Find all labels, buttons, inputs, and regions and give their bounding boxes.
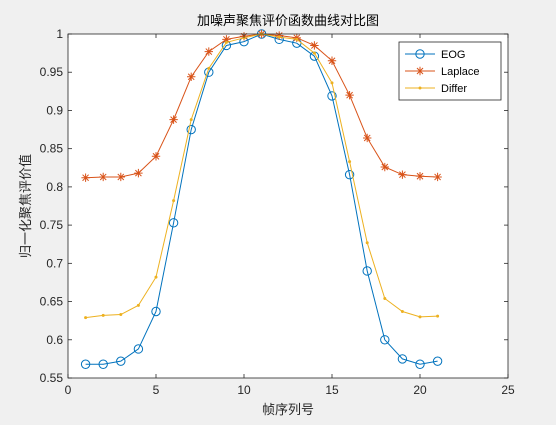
data-point-laplace <box>380 162 389 172</box>
data-point-laplace <box>292 33 301 43</box>
legend-marker-laplace <box>415 66 425 76</box>
y-tick-label: 0.9 <box>46 103 63 117</box>
x-tick-label: 5 <box>153 383 160 397</box>
data-point-laplace <box>345 90 354 100</box>
data-point-laplace <box>134 168 143 178</box>
data-point-eog <box>116 356 126 366</box>
legend-label-differ: Differ <box>441 83 467 95</box>
legend-label-eog: EOG <box>441 49 465 61</box>
data-point-differ <box>330 81 334 85</box>
data-point-eog <box>415 359 425 369</box>
legend-label-laplace: Laplace <box>441 66 480 78</box>
data-point-differ <box>189 118 193 122</box>
data-point-eog <box>98 359 108 369</box>
data-point-differ <box>383 296 387 300</box>
y-axis-label: 归一化聚焦评价值 <box>18 154 34 258</box>
data-point-differ <box>312 51 316 55</box>
ticks-layer: 0 5 10 15 20 25 0.55 0.6 0.65 0.7 0.75 0.8 0.85 0.9 0.… <box>40 27 515 397</box>
x-axis-label: 帧序列号 <box>262 403 314 418</box>
data-point-laplace <box>81 173 90 182</box>
data-point-eog <box>168 218 179 228</box>
data-point-laplace <box>116 172 125 182</box>
data-point-differ <box>154 275 158 279</box>
data-point-differ <box>277 35 281 39</box>
axes-box <box>67 33 509 379</box>
y-tick-label: 0.65 <box>40 295 64 309</box>
y-tick-label: 0.6 <box>46 333 63 347</box>
data-point-eog <box>186 124 196 135</box>
data-point-eog <box>80 359 91 369</box>
x-tick-label: 25 <box>501 383 515 397</box>
data-point-eog <box>397 354 408 364</box>
y-tick-label: 0.85 <box>40 142 64 156</box>
data-point-differ <box>436 314 440 318</box>
data-point-laplace <box>169 115 178 124</box>
data-point-differ <box>400 309 404 313</box>
chart-title: 加噪声聚焦评价函数曲线对比图 <box>197 14 379 29</box>
y-tick-label: 0.8 <box>46 180 63 194</box>
y-tick-label: 0.7 <box>46 256 63 270</box>
data-point-differ <box>136 303 140 307</box>
x-tick-label: 10 <box>237 383 251 397</box>
data-point-laplace <box>398 170 407 179</box>
data-point-differ <box>84 316 88 320</box>
data-point-laplace <box>222 35 231 44</box>
data-point-laplace <box>275 31 284 40</box>
data-point-differ <box>365 241 369 245</box>
data-point-eog <box>432 356 443 366</box>
data-point-differ <box>207 66 211 70</box>
legend-marker-differ <box>418 86 422 90</box>
data-point-eog <box>380 335 390 345</box>
data-point-eog <box>151 306 161 317</box>
data-point-differ <box>348 160 352 164</box>
y-tick-label: 1 <box>56 27 63 41</box>
data-point-differ <box>119 313 123 317</box>
y-tick-label: 0.55 <box>40 371 64 385</box>
data-point-laplace <box>310 41 319 50</box>
data-point-differ <box>418 315 422 319</box>
data-point-laplace <box>99 172 108 182</box>
data-point-differ <box>224 40 228 44</box>
x-tick-label: 0 <box>65 383 72 397</box>
data-point-differ <box>172 199 176 203</box>
data-point-differ <box>101 313 105 317</box>
data-point-eog <box>133 344 144 354</box>
data-point-eog <box>362 266 372 276</box>
data-point-eog <box>344 169 355 180</box>
data-point-laplace <box>151 152 161 161</box>
data-point-eog <box>327 91 337 101</box>
y-tick-label: 0.95 <box>40 65 64 79</box>
data-point-differ <box>295 37 299 41</box>
x-tick-label: 15 <box>325 383 339 397</box>
legend-marker-eog <box>415 49 425 59</box>
x-tick-label: 20 <box>413 383 427 397</box>
data-point-laplace <box>187 72 196 82</box>
data-point-laplace <box>415 171 425 181</box>
y-tick-label: 0.75 <box>40 218 64 232</box>
data-point-laplace <box>363 133 372 143</box>
data-point-laplace <box>433 172 442 182</box>
data-point-laplace <box>204 47 213 56</box>
data-point-laplace <box>327 56 337 65</box>
legend: EOG Laplace Differ <box>398 41 502 101</box>
